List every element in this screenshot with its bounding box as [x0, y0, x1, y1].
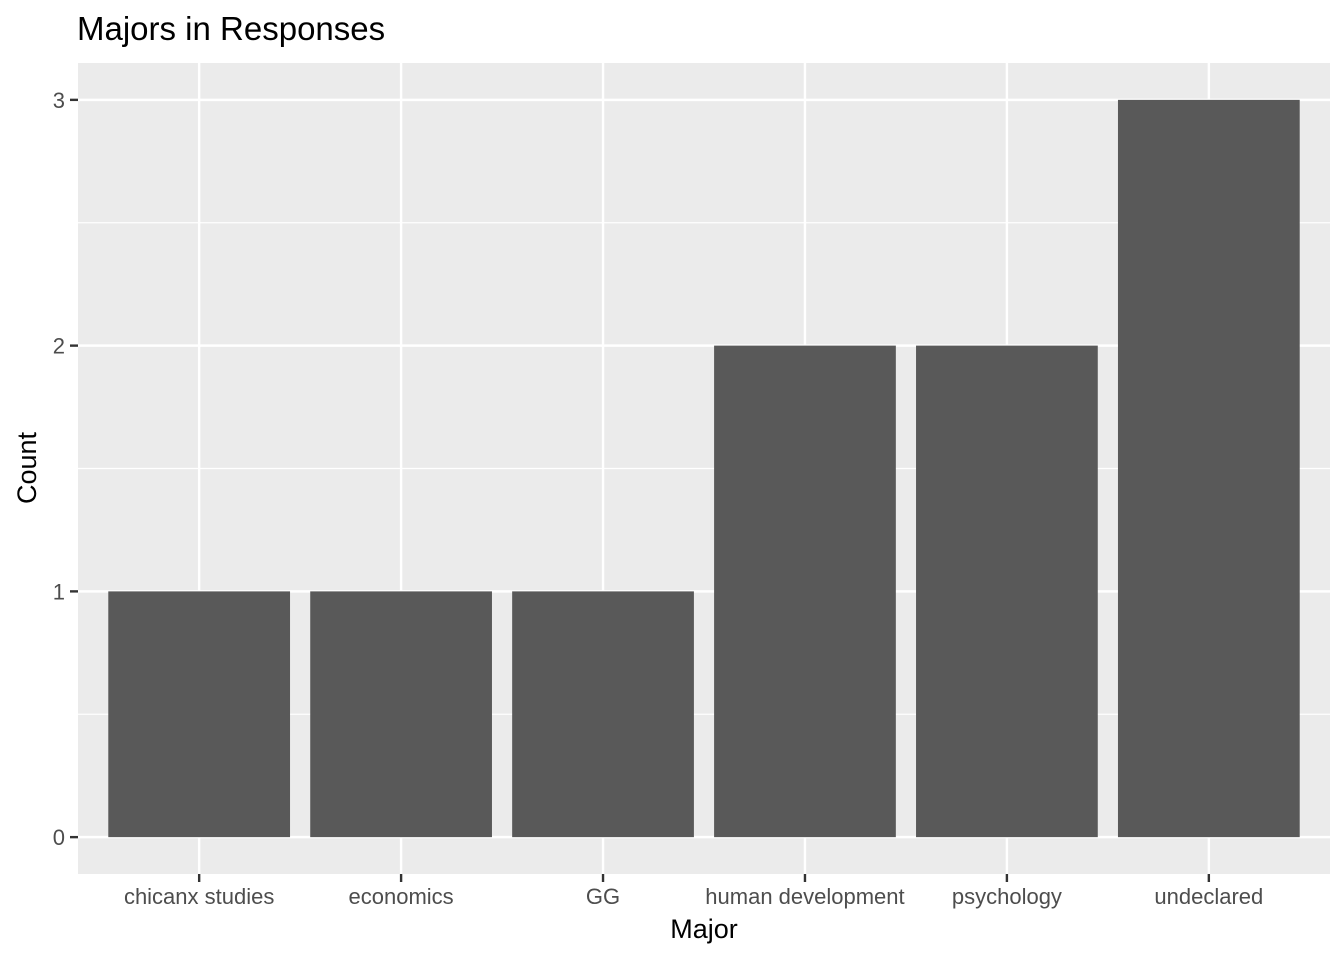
chart-title: Majors in Responses [77, 10, 385, 47]
bars [108, 99, 1300, 838]
y-axis-label: Count [12, 431, 42, 504]
x-tick-label: GG [586, 884, 620, 909]
y-tick-label: 1 [53, 579, 65, 604]
x-tick-label: undeclared [1154, 884, 1263, 909]
y-tick-label: 0 [53, 825, 65, 850]
bar [714, 345, 896, 838]
y-tick-label: 2 [53, 334, 65, 359]
y-axis: 0 1 2 3 [53, 88, 78, 850]
x-tick-label: chicanx studies [124, 884, 274, 909]
bar [108, 591, 291, 838]
x-axis: chicanx studies economics GG human developm… [124, 874, 1263, 909]
x-axis-label: Major [670, 914, 738, 944]
y-tick-label: 3 [53, 88, 65, 113]
bar [916, 345, 1098, 838]
x-tick-label: economics [349, 884, 454, 909]
x-tick-label: psychology [952, 884, 1062, 909]
x-tick-label: human development [705, 884, 904, 909]
bar [512, 591, 694, 838]
bar [1117, 99, 1300, 838]
bar [310, 591, 492, 838]
